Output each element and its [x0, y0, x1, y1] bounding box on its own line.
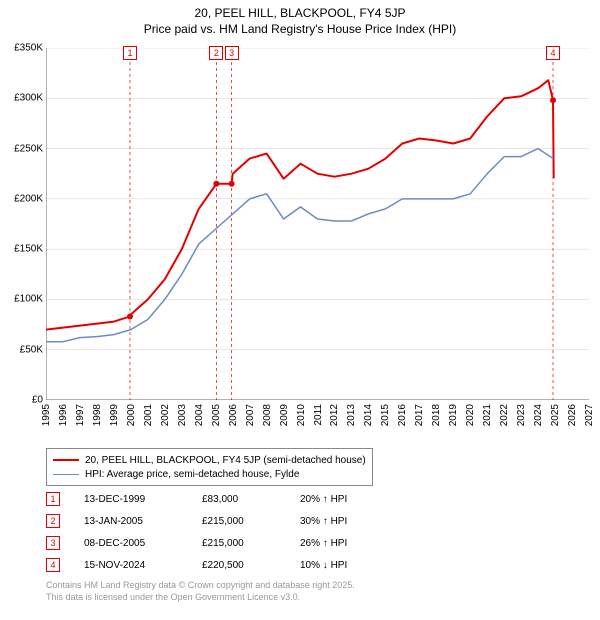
x-tick-label: 2002 — [160, 404, 171, 426]
x-tick-label: 2021 — [482, 404, 493, 426]
legend-label-property: 20, PEEL HILL, BLACKPOOL, FY4 5JP (semi-… — [85, 455, 366, 466]
x-tick-label: 2019 — [448, 404, 459, 426]
sale-marker-1: 1 — [46, 492, 60, 506]
x-tick-label: 2003 — [177, 404, 188, 426]
x-tick-label: 2010 — [296, 404, 307, 426]
sales-row: 1 13-DEC-1999 £83,000 20% ↑ HPI — [46, 488, 400, 510]
sale-price: £83,000 — [202, 494, 292, 505]
legend-item-property: 20, PEEL HILL, BLACKPOOL, FY4 5JP (semi-… — [53, 453, 366, 467]
x-tick-label: 2007 — [245, 404, 256, 426]
x-tick-label: 2008 — [262, 404, 273, 426]
legend: 20, PEEL HILL, BLACKPOOL, FY4 5JP (semi-… — [46, 448, 373, 486]
y-tick-label: £200K — [14, 193, 43, 204]
sale-marker-2: 2 — [46, 514, 60, 528]
sale-marker-3: 3 — [46, 536, 60, 550]
legend-item-hpi: HPI: Average price, semi-detached house,… — [53, 467, 366, 481]
chart-marker-3: 3 — [225, 46, 239, 60]
x-tick-label: 1999 — [109, 404, 120, 426]
chart-marker-2: 2 — [209, 46, 223, 60]
x-tick-label: 2005 — [211, 404, 222, 426]
sales-table: 1 13-DEC-1999 £83,000 20% ↑ HPI 2 13-JAN-2005… — [46, 488, 400, 576]
legend-label-hpi: HPI: Average price, semi-detached house,… — [85, 469, 299, 480]
x-tick-label: 2014 — [363, 404, 374, 426]
x-tick-label: 2024 — [533, 404, 544, 426]
sales-row: 3 08-DEC-2005 £215,000 26% ↑ HPI — [46, 532, 400, 554]
chart-marker-1: 1 — [123, 46, 137, 60]
sale-pct: 30% ↑ HPI — [300, 516, 400, 527]
sale-date: 13-DEC-1999 — [84, 494, 194, 505]
x-tick-label: 2016 — [397, 404, 408, 426]
sale-price: £215,000 — [202, 516, 292, 527]
y-tick-label: £150K — [14, 244, 43, 255]
x-tick-label: 2023 — [516, 404, 527, 426]
x-tick-label: 2022 — [499, 404, 510, 426]
x-tick-label: 2006 — [228, 404, 239, 426]
x-tick-label: 2004 — [194, 404, 205, 426]
sale-pct: 10% ↓ HPI — [300, 560, 400, 571]
x-tick-label: 2012 — [329, 404, 340, 426]
x-tick-label: 1995 — [41, 404, 52, 426]
x-tick-label: 2011 — [313, 404, 324, 426]
sale-price: £215,000 — [202, 538, 292, 549]
x-tick-label: 2013 — [346, 404, 357, 426]
chart-marker-4: 4 — [546, 46, 560, 60]
y-tick-label: £100K — [14, 294, 43, 305]
sale-pct: 26% ↑ HPI — [300, 538, 400, 549]
x-tick-label: 1998 — [92, 404, 103, 426]
y-tick-label: £300K — [14, 93, 43, 104]
sales-row: 4 15-NOV-2024 £220,500 10% ↓ HPI — [46, 554, 400, 576]
plot-svg — [46, 48, 589, 400]
x-tick-label: 2018 — [431, 404, 442, 426]
title-line-1: 20, PEEL HILL, BLACKPOOL, FY4 5JP — [0, 6, 600, 22]
y-tick-label: £250K — [14, 143, 43, 154]
x-tick-label: 2017 — [414, 404, 425, 426]
x-tick-label: 1996 — [58, 404, 69, 426]
legend-swatch-property — [53, 459, 79, 461]
sale-price: £220,500 — [202, 560, 292, 571]
sales-row: 2 13-JAN-2005 £215,000 30% ↑ HPI — [46, 510, 400, 532]
y-tick-label: £350K — [14, 43, 43, 54]
x-tick-label: 2026 — [567, 404, 578, 426]
footer-line-1: Contains HM Land Registry data © Crown c… — [46, 580, 355, 592]
sale-date: 15-NOV-2024 — [84, 560, 194, 571]
legend-swatch-hpi — [53, 474, 79, 475]
x-tick-label: 2020 — [465, 404, 476, 426]
x-tick-label: 2001 — [143, 404, 154, 426]
x-tick-label: 2009 — [279, 404, 290, 426]
title-line-2: Price paid vs. HM Land Registry's House … — [0, 22, 600, 38]
x-tick-label: 2027 — [584, 404, 595, 426]
sale-pct: 20% ↑ HPI — [300, 494, 400, 505]
sale-date: 08-DEC-2005 — [84, 538, 194, 549]
footer: Contains HM Land Registry data © Crown c… — [46, 580, 355, 603]
x-tick-label: 2000 — [126, 404, 137, 426]
x-tick-label: 2025 — [550, 404, 561, 426]
y-tick-label: £50K — [20, 344, 43, 355]
x-tick-label: 2015 — [380, 404, 391, 426]
sale-date: 13-JAN-2005 — [84, 516, 194, 527]
plot-area — [46, 48, 589, 400]
x-tick-label: 1997 — [75, 404, 86, 426]
footer-line-2: This data is licensed under the Open Gov… — [46, 592, 355, 604]
chart-title: 20, PEEL HILL, BLACKPOOL, FY4 5JP Price … — [0, 0, 600, 37]
sale-marker-4: 4 — [46, 558, 60, 572]
chart-container: 20, PEEL HILL, BLACKPOOL, FY4 5JP Price … — [0, 0, 600, 620]
